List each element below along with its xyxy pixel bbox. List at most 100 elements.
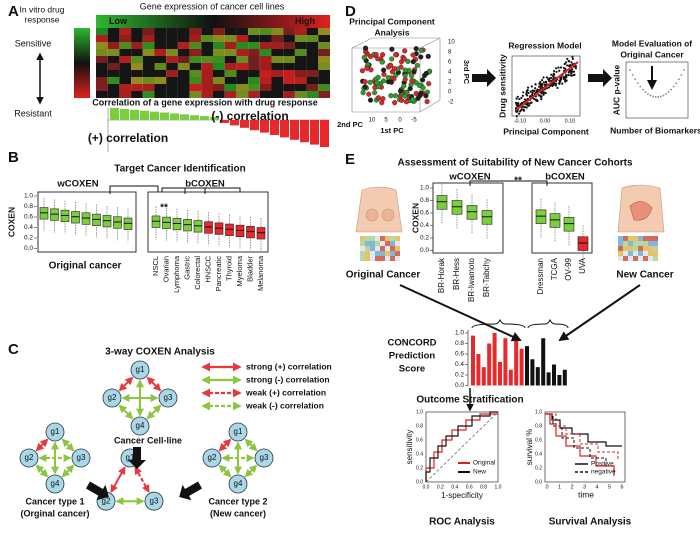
pca-point <box>367 53 374 60</box>
heatmap-cell <box>142 49 155 56</box>
flow-arrow <box>558 284 641 342</box>
legend-label: weak (+) correlation <box>245 387 326 397</box>
pca-point <box>380 78 387 84</box>
heatmap-cell <box>271 77 284 84</box>
data-icon-cell <box>385 241 390 246</box>
regression-point <box>525 91 528 94</box>
tick-label: 4 <box>448 70 452 76</box>
heatmap-cell <box>96 91 108 98</box>
regression-point <box>522 91 525 94</box>
legend-label: strong (+) correlation <box>246 361 332 371</box>
heatmap-cell <box>318 63 330 70</box>
pca-point <box>405 58 411 64</box>
regression-point <box>516 95 519 98</box>
heatmap-cell <box>166 84 178 91</box>
pca-point <box>402 48 408 54</box>
heatmap-cell <box>318 56 330 63</box>
heatmap-cell <box>119 91 132 98</box>
heatmap-cell <box>177 84 190 91</box>
regression-point <box>540 79 544 82</box>
heatmap-cell <box>189 84 202 91</box>
heatmap-cell <box>306 28 319 35</box>
heatmap-cell <box>154 35 167 42</box>
tick-label: 6 <box>620 484 623 490</box>
data-icon-cell <box>653 241 658 246</box>
data-icon-cell <box>375 251 380 256</box>
data-icon-cell <box>380 251 385 256</box>
box <box>256 227 266 240</box>
regression-point <box>519 110 522 113</box>
regression-point <box>518 98 521 101</box>
data-icon-cell <box>638 236 643 241</box>
heatmap-cell <box>107 35 120 42</box>
eval-point <box>680 73 683 76</box>
regression-point <box>564 67 567 70</box>
heatmap-cell <box>189 35 202 42</box>
regression-point <box>542 93 545 96</box>
score-bar <box>557 375 562 386</box>
regression-point <box>555 70 558 73</box>
correlation-bar <box>120 108 129 120</box>
heatmap-cell <box>119 35 132 42</box>
heatmap-cell <box>166 42 178 49</box>
node-label: g3 <box>77 453 86 462</box>
data-icon-cell <box>633 241 638 246</box>
flow-arrow <box>128 447 146 469</box>
tick-label: 0.4 <box>24 224 33 231</box>
data-icon-cell <box>390 236 395 241</box>
heatmap-cell <box>294 42 307 49</box>
pca-point <box>381 71 387 78</box>
heatmap-cell <box>131 77 143 84</box>
edge <box>35 438 49 452</box>
tick-label: 0.0 <box>24 245 33 252</box>
regression-point <box>529 90 532 93</box>
edge <box>110 466 126 493</box>
heatmap-cell <box>119 77 132 84</box>
regression-point <box>531 93 534 96</box>
eval-point <box>677 78 680 81</box>
regression-point <box>515 97 518 100</box>
regression-point <box>572 70 576 73</box>
tick-label: 0.6 <box>416 437 423 443</box>
tick-label: 0.4 <box>535 451 542 457</box>
gene-node <box>130 416 150 436</box>
heatmap-cell <box>236 49 249 56</box>
node-label: g3 <box>260 453 269 462</box>
box <box>39 207 49 220</box>
correlation-bar <box>300 120 309 143</box>
category-label: Melanoma <box>256 255 265 291</box>
regression-point <box>537 94 541 97</box>
tick-label: 1.0 <box>495 484 502 490</box>
label: Assessment of Suitability of New Cancer … <box>397 158 632 169</box>
heatmap-cell <box>107 42 120 49</box>
arrow-shape <box>179 481 202 501</box>
node-label: g2 <box>208 453 217 462</box>
regression-point <box>569 74 572 77</box>
pca-point <box>393 52 399 58</box>
regression-point <box>521 94 524 97</box>
heatmap-cell <box>189 91 202 98</box>
data-icon-cell <box>385 246 390 251</box>
data-icon-cell <box>628 256 633 261</box>
tick-label: -5 <box>411 118 417 124</box>
heatmap-cell <box>142 91 155 98</box>
edge <box>218 464 232 478</box>
pca-point <box>364 65 370 71</box>
label: sensitivity <box>405 430 414 465</box>
survival-curve <box>545 413 615 476</box>
data-icon-cell <box>360 236 365 241</box>
regression-point <box>531 91 534 94</box>
correlation-bar <box>200 116 209 120</box>
edge <box>146 404 162 420</box>
pca-point <box>372 90 378 96</box>
data-icon-cell <box>628 236 633 241</box>
tick-label: 0.4 <box>451 484 458 490</box>
heatmap-cell <box>306 35 319 42</box>
data-icon-cell <box>365 246 370 251</box>
node-label: g2 <box>102 496 111 505</box>
regression-point <box>554 84 558 87</box>
heatmap-cell <box>213 49 225 56</box>
regression-point <box>559 66 563 69</box>
correlation-bar <box>220 120 229 123</box>
data-icon-cell <box>653 236 658 241</box>
